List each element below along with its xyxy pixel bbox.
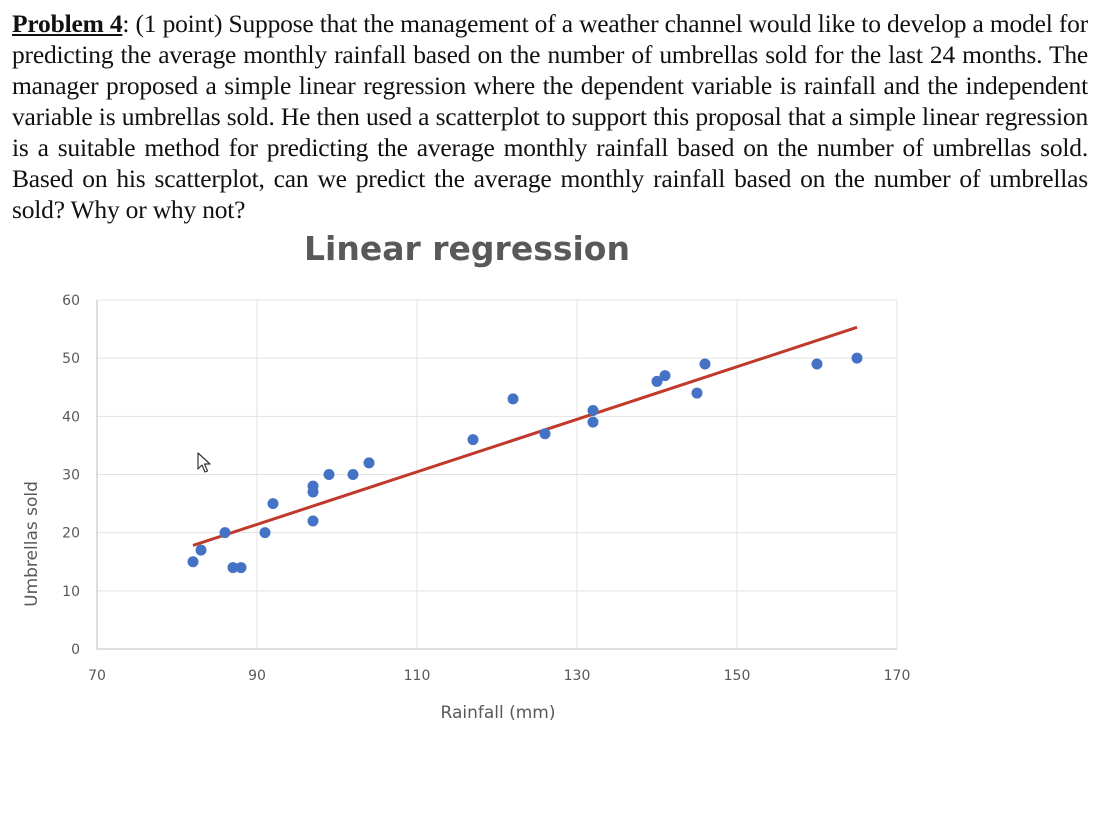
data-point <box>691 387 703 399</box>
x-tick-label: 90 <box>248 668 266 684</box>
data-point <box>811 358 823 370</box>
problem-label: Problem 4 <box>12 9 123 38</box>
problem-statement: Problem 4: (1 point) Suppose that the ma… <box>12 8 1088 225</box>
y-tick-label: 20 <box>62 526 80 542</box>
x-tick-label: 70 <box>88 668 106 684</box>
y-tick-label: 30 <box>62 468 80 484</box>
data-point <box>227 562 239 574</box>
data-point <box>259 527 271 539</box>
regression-line <box>192 325 858 547</box>
data-point <box>467 434 479 446</box>
chart-svg: Linear regression 0 10 20 30 40 50 60 70 90 110 13… <box>22 229 910 723</box>
data-point <box>851 352 863 364</box>
data-point <box>347 469 359 480</box>
data-point <box>187 556 199 568</box>
data-point <box>307 515 319 527</box>
y-tick-label: 40 <box>62 409 80 425</box>
data-point <box>195 544 207 556</box>
data-point <box>651 375 663 387</box>
data-point <box>507 393 519 405</box>
data-point <box>267 498 279 510</box>
y-tick-label: 10 <box>62 584 80 600</box>
y-tick-label: 60 <box>62 293 80 309</box>
data-point <box>539 428 551 440</box>
trendline-layer <box>192 325 858 547</box>
data-points <box>187 352 863 574</box>
x-tick-label: 150 <box>724 668 751 684</box>
problem-body: Suppose that the management of a weather… <box>12 9 1088 224</box>
data-point <box>323 469 335 480</box>
chart-title: Linear regression <box>304 229 630 268</box>
y-axis-label: Umbrellas sold <box>22 481 42 607</box>
scatter-chart: Linear regression 0 10 20 30 40 50 60 70 90 110 13… <box>0 220 1118 740</box>
axis-ticks: 0 10 20 30 40 50 60 70 90 110 130 150 170 <box>62 293 910 684</box>
problem-points: (1 point) <box>135 9 223 38</box>
y-tick-label: 50 <box>62 351 80 367</box>
y-tick-label: 0 <box>71 642 80 658</box>
data-point <box>235 562 247 574</box>
data-point <box>219 527 231 539</box>
data-point <box>587 416 599 428</box>
problem-colon: : <box>122 9 136 38</box>
data-point <box>587 405 599 417</box>
x-axis-label: Rainfall (mm) <box>441 703 556 723</box>
data-point <box>699 358 711 370</box>
x-tick-label: 170 <box>884 668 911 684</box>
data-point <box>363 457 375 469</box>
cursor-icon <box>197 452 211 473</box>
data-point <box>659 370 671 382</box>
x-tick-label: 110 <box>404 668 431 684</box>
x-tick-label: 130 <box>564 668 591 684</box>
data-point <box>307 480 319 492</box>
